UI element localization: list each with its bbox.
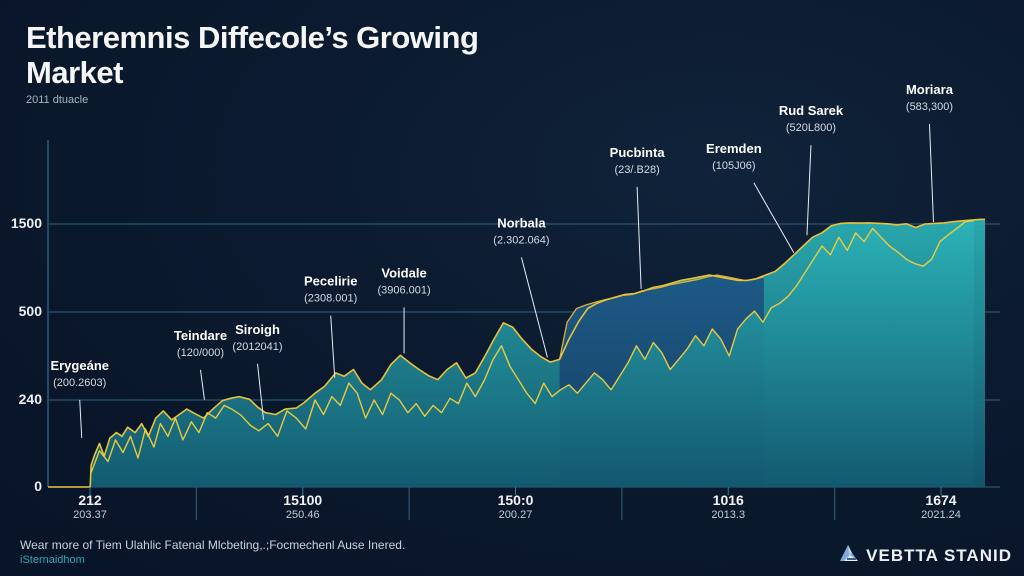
- annotation-label: Moriara: [906, 82, 954, 97]
- annotation: Moriara (583,300): [906, 82, 954, 223]
- annotation-value: (520L800): [786, 122, 836, 134]
- x-axis: [89, 487, 942, 520]
- brand-logo: VEBTTA STANID: [838, 543, 1012, 568]
- series-upper-envelope-line: [558, 274, 765, 360]
- annotation-label: Norbala: [497, 215, 546, 230]
- x-tick-label: 1016: [712, 492, 744, 508]
- annotation: Pucbinta (23/.B28): [610, 145, 666, 289]
- annotation-value: (2012041): [232, 341, 282, 353]
- y-tick-label: 0: [34, 478, 42, 494]
- annotation-value: (3906.001): [377, 284, 430, 296]
- annotation-leader-line: [330, 315, 336, 378]
- annotation: Erygeáne (200.2603): [50, 358, 109, 438]
- annotation: Eremden (105J06): [706, 141, 795, 254]
- x-tick-label: 212: [78, 492, 102, 508]
- brand-name: VEBTTA STANID: [866, 545, 1012, 565]
- x-tick: 15100 250.46: [258, 492, 348, 522]
- x-tick: 150:0 200.27: [471, 492, 561, 522]
- annotation-value: (2.302.064): [493, 234, 549, 246]
- annotation-label: Pucbinta: [610, 145, 666, 160]
- y-tick-label: 500: [18, 303, 42, 319]
- annotation-leader-line: [520, 257, 548, 358]
- x-tick-sublabel: 250.46: [285, 509, 320, 521]
- annotation-value: (200.2603): [53, 377, 106, 389]
- annotation-leader-line: [79, 399, 83, 438]
- x-tick-sublabel: 200.27: [498, 509, 533, 521]
- chart-subtitle: 2011 dtuacle: [26, 94, 89, 106]
- x-tick-label: 1674: [925, 492, 957, 508]
- annotation-leader-line: [199, 369, 205, 400]
- annotation-label: Erygeáne: [50, 358, 109, 373]
- annotation-label: Teindare: [174, 328, 227, 343]
- annotation-label: Siroigh: [235, 322, 280, 337]
- annotation-leader-line: [928, 123, 934, 223]
- annotation-label: Pecelirie: [304, 274, 358, 289]
- footer-source-link[interactable]: iSternaidhom: [20, 554, 85, 566]
- x-tick: 1674 2021.24: [896, 492, 986, 522]
- mountain-logo-icon: [838, 543, 860, 568]
- series-main-line: [48, 218, 986, 488]
- annotation-label: Eremden: [706, 141, 762, 156]
- y-tick-label: 240: [18, 391, 42, 407]
- annotation-layer: Erygeáne (200.2603) Teindare (120/000) Siroi…: [50, 82, 954, 438]
- annotation: Teindare (120/000): [174, 328, 227, 400]
- x-tick: 212 203.37: [45, 492, 135, 522]
- annotation: Voidale (3906.001): [377, 265, 431, 354]
- x-tick-sublabel: 2013.3: [711, 509, 746, 521]
- area-layer: [48, 219, 985, 488]
- annotation-value: (105J06): [712, 160, 755, 172]
- annotation: Norbala (2.302.064): [493, 215, 550, 358]
- annotation: Pecelirie (2308.001): [304, 274, 358, 378]
- annotation-leader-line: [257, 363, 265, 420]
- x-tick-label: 150:0: [497, 492, 534, 508]
- annotation-leader-line: [806, 145, 812, 236]
- series-inner-line: [90, 219, 974, 473]
- annotation-value: (120/000): [177, 347, 224, 359]
- x-tick-sublabel: 203.37: [73, 509, 107, 521]
- annotation-leader-line: [753, 182, 795, 254]
- annotation-leader-line: [636, 186, 642, 289]
- line-layer: [48, 218, 986, 488]
- x-tick-label: 15100: [283, 492, 323, 508]
- annotation-label: Rud Sarek: [779, 103, 844, 118]
- annotation: Rud Sarek (520L800): [779, 103, 844, 236]
- y-tick-label: 1500: [10, 215, 42, 231]
- series-inner-area: [91, 220, 974, 487]
- annotation-value: (583,300): [906, 101, 953, 113]
- x-tick: 1016 2013.3: [683, 492, 773, 522]
- annotation-value: (2308.001): [304, 293, 357, 305]
- x-tick-sublabel: 2021.24: [921, 509, 961, 521]
- chart-title: Etheremnis Diffecole’s Growing Market: [26, 20, 479, 90]
- annotation: Siroigh (2012041): [232, 322, 283, 420]
- annotation-label: Voidale: [381, 265, 426, 280]
- annotation-value: (23/.B28): [614, 164, 659, 176]
- footer-note: Wear more of Tiem Ulahlic Fatenal Mlcbet…: [20, 538, 406, 552]
